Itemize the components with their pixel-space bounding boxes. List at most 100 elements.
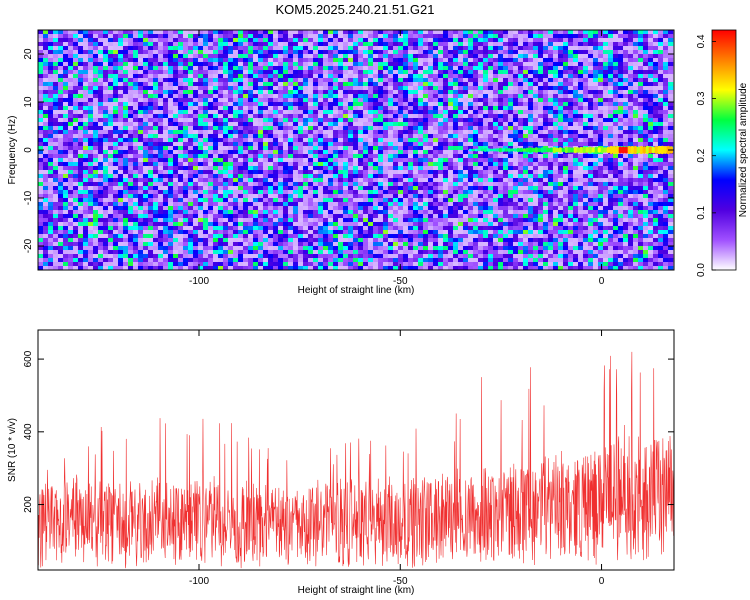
- heatmap-cell: [653, 102, 659, 107]
- heatmap-cell: [633, 162, 639, 167]
- heatmap-cell: [638, 70, 644, 75]
- heatmap-cell: [528, 74, 534, 79]
- heatmap-cell: [158, 102, 164, 107]
- heatmap-cell: [418, 106, 424, 111]
- heatmap-cell: [58, 142, 64, 147]
- heatmap-cell: [498, 86, 504, 91]
- heatmap-cell: [148, 94, 154, 99]
- heatmap-cell: [173, 154, 179, 159]
- heatmap-cell: [223, 174, 229, 179]
- heatmap-cell: [228, 182, 234, 187]
- heatmap-cell: [343, 106, 349, 111]
- heatmap-cell: [143, 142, 149, 147]
- heatmap-cell: [368, 34, 374, 39]
- heatmap-cell: [518, 110, 524, 115]
- heatmap-cell: [233, 46, 239, 51]
- heatmap-cell: [253, 78, 259, 83]
- heatmap-cell: [503, 114, 509, 119]
- heatmap-cell: [583, 50, 589, 55]
- heatmap-cell: [58, 86, 64, 91]
- heatmap-cell: [393, 154, 399, 159]
- heatmap-cell: [253, 34, 259, 39]
- heatmap-cell: [78, 94, 84, 99]
- heatmap-cell: [78, 50, 84, 55]
- heatmap-cell: [103, 182, 109, 187]
- heatmap-cell: [453, 170, 459, 175]
- heatmap-cell: [498, 38, 504, 43]
- heatmap-cell: [208, 142, 214, 147]
- heatmap-cell: [613, 170, 619, 175]
- heatmap-cell: [78, 38, 84, 43]
- heatmap-cell: [593, 70, 599, 75]
- heatmap-cell: [533, 126, 539, 131]
- heatmap-cell: [73, 174, 79, 179]
- heatmap-cell: [538, 182, 544, 187]
- heatmap-cell: [263, 46, 269, 51]
- heatmap-cell: [173, 122, 179, 127]
- heatmap-cell: [483, 106, 489, 111]
- heatmap-cell: [438, 34, 444, 39]
- heatmap-cell: [368, 42, 374, 47]
- heatmap-cell: [283, 110, 289, 115]
- heatmap-cell: [538, 70, 544, 75]
- heatmap-cell: [598, 134, 604, 139]
- heatmap-cell: [408, 118, 414, 123]
- heatmap-cell: [443, 134, 449, 139]
- heatmap-cell: [418, 98, 424, 103]
- heatmap-cell: [438, 86, 444, 91]
- heatmap-cell: [153, 182, 159, 187]
- heatmap-cell: [278, 150, 284, 155]
- heatmap-cell: [393, 174, 399, 179]
- heatmap-cell: [158, 154, 164, 159]
- heatmap-cell: [588, 102, 594, 107]
- heatmap-cell: [303, 34, 309, 39]
- heatmap-cell: [358, 158, 364, 163]
- heatmap-cell: [483, 118, 489, 123]
- heatmap-cell: [373, 34, 379, 39]
- heatmap-cell: [668, 54, 674, 59]
- heatmap-cell: [38, 126, 44, 131]
- heatmap-cell: [353, 106, 359, 111]
- heatmap-cell: [108, 66, 114, 71]
- heatmap-cell: [513, 126, 519, 131]
- heatmap-cell: [278, 42, 284, 47]
- heatmap-cell: [333, 90, 339, 95]
- heatmap-cell: [508, 70, 514, 75]
- heatmap-cell: [453, 166, 459, 171]
- heatmap-cell: [638, 154, 644, 159]
- heatmap-cell: [413, 50, 419, 55]
- heatmap-cell: [548, 178, 554, 183]
- heatmap-cell: [283, 66, 289, 71]
- heatmap-cell: [473, 54, 479, 59]
- heatmap-cell: [603, 82, 609, 87]
- heatmap-cell: [188, 38, 194, 43]
- heatmap-cell: [383, 146, 389, 151]
- heatmap-cell: [258, 154, 264, 159]
- heatmap-cell: [63, 126, 69, 131]
- heatmap-cell: [238, 146, 244, 151]
- heatmap-cell: [158, 174, 164, 179]
- heatmap-cell: [573, 158, 579, 163]
- heatmap-cell: [633, 46, 639, 51]
- heatmap-cell: [228, 54, 234, 59]
- heatmap-cell: [73, 186, 79, 191]
- heatmap-cell: [198, 110, 204, 115]
- heatmap-cell: [498, 178, 504, 183]
- heatmap-cell: [238, 186, 244, 191]
- heatmap-cell: [653, 42, 659, 47]
- heatmap-cell: [208, 38, 214, 43]
- heatmap-cell: [163, 74, 169, 79]
- heatmap-cell: [323, 150, 329, 155]
- heatmap-cell: [438, 106, 444, 111]
- heatmap-cell: [503, 82, 509, 87]
- heatmap-cell: [538, 114, 544, 119]
- heatmap-cell: [83, 94, 89, 99]
- heatmap-cell: [423, 58, 429, 63]
- heatmap-cell: [78, 162, 84, 167]
- heatmap-cell: [418, 130, 424, 135]
- heatmap-cell: [178, 154, 184, 159]
- heatmap-cell: [423, 62, 429, 67]
- heatmap-cell: [388, 142, 394, 147]
- heatmap-cell: [483, 150, 489, 155]
- heatmap-cell: [498, 54, 504, 59]
